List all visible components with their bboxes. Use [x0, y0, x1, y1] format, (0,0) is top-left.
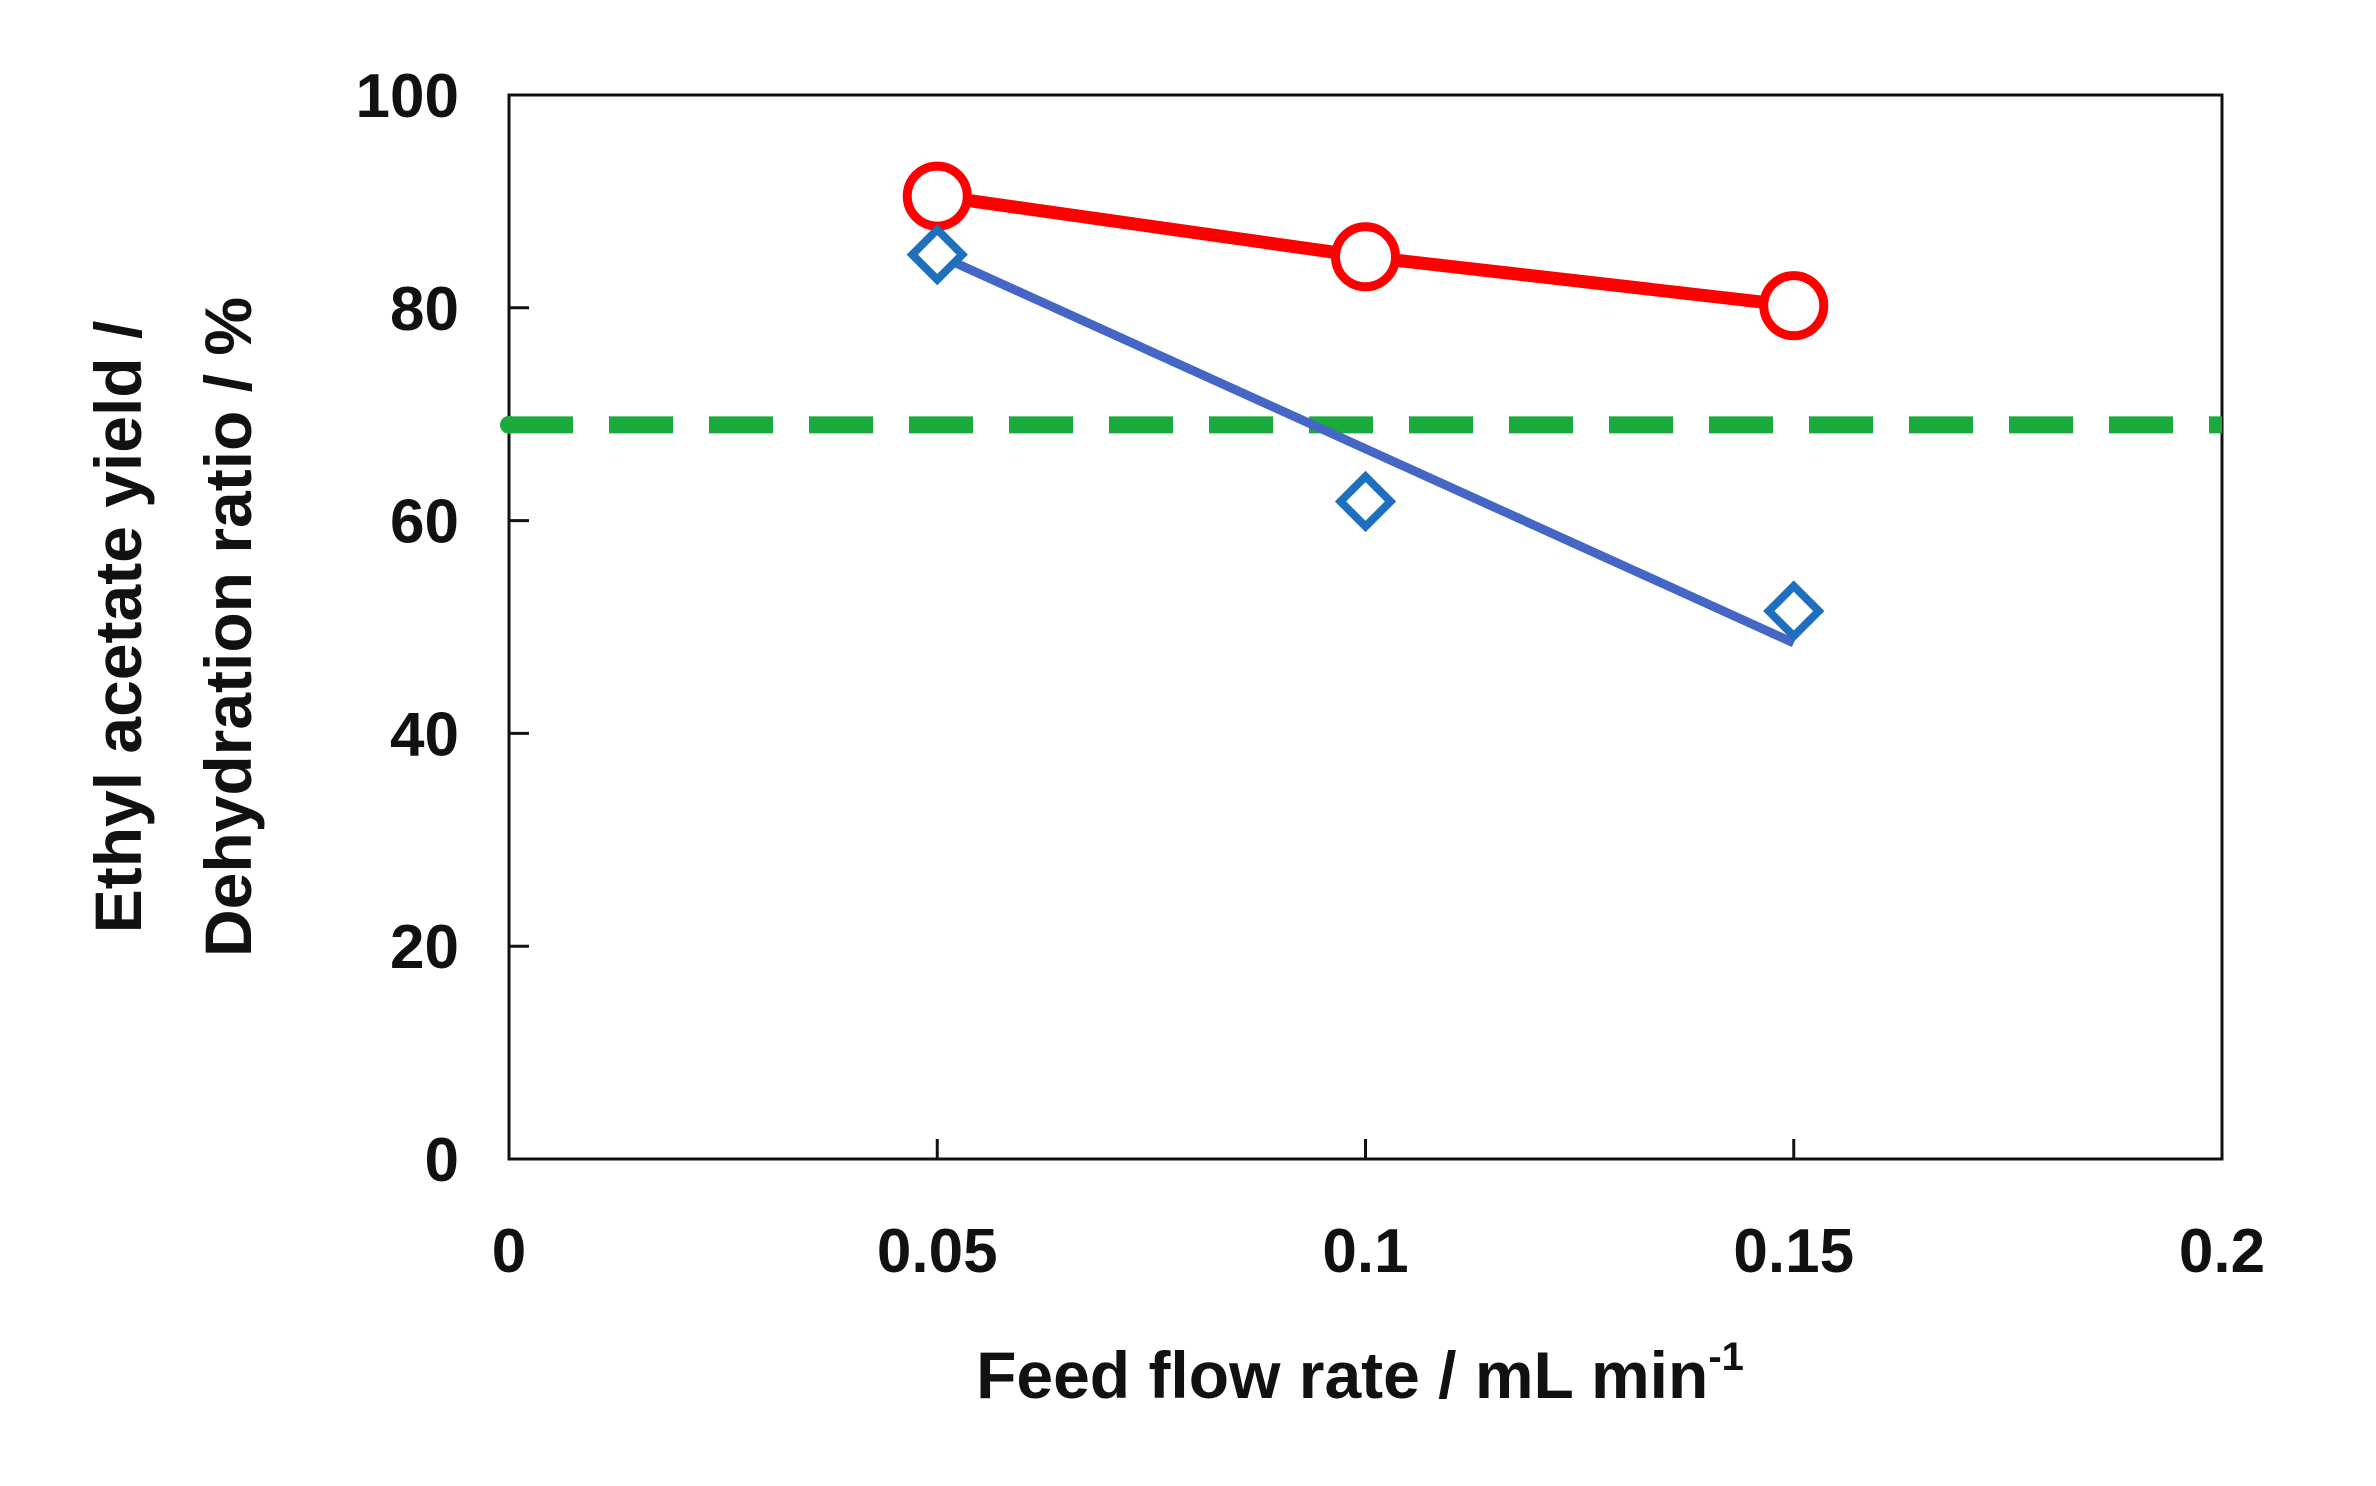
x-tick-label-0.2: 0.2	[2179, 1217, 2265, 1286]
y-axis-title-line1: Ethyl acetate yield /	[81, 321, 155, 934]
x-tick-label-0.15: 0.15	[1733, 1217, 1854, 1286]
marker-yield-1	[902, 161, 972, 231]
marker-dehydration-3	[1763, 580, 1825, 642]
x-axis-ticks: 0 0.05 0.1 0.15 0.2	[492, 1139, 2265, 1286]
y-tick-label-0: 0	[425, 1126, 459, 1195]
marker-dehydration-1	[906, 223, 968, 286]
x-axis-title-text: Feed flow rate / mL min	[976, 1338, 1708, 1412]
x-tick-label-0.1: 0.1	[1322, 1217, 1408, 1286]
x-tick-label-0: 0	[492, 1217, 526, 1286]
reference-lines	[500, 415, 2222, 434]
y-tick-label-40: 40	[390, 700, 459, 769]
y-tick-label-60: 60	[390, 488, 459, 557]
y-axis-title-line2: Dehydration ratio / %	[191, 297, 265, 957]
y-tick-label-20: 20	[390, 913, 459, 982]
x-tick-label-0.05: 0.05	[877, 1217, 998, 1286]
marker-yield-2	[1331, 222, 1400, 292]
marker-dehydration-2	[1334, 470, 1397, 533]
reference-line-start-dot	[500, 415, 518, 434]
marker-yield-3	[1759, 271, 1829, 341]
x-axis-title: Feed flow rate / mL min-1	[976, 1335, 1744, 1412]
series-fit-line-dehydration	[935, 250, 1796, 648]
series-markers	[902, 161, 1829, 642]
y-tick-label-80: 80	[390, 275, 459, 344]
y-tick-label-100: 100	[356, 62, 459, 131]
x-axis-title-superscript: -1	[1708, 1335, 1744, 1379]
y-axis-ticks: 0 20 40 60 80 100	[356, 62, 529, 1195]
y-axis-title: Ethyl acetate yield / Dehydration ratio …	[81, 297, 265, 957]
